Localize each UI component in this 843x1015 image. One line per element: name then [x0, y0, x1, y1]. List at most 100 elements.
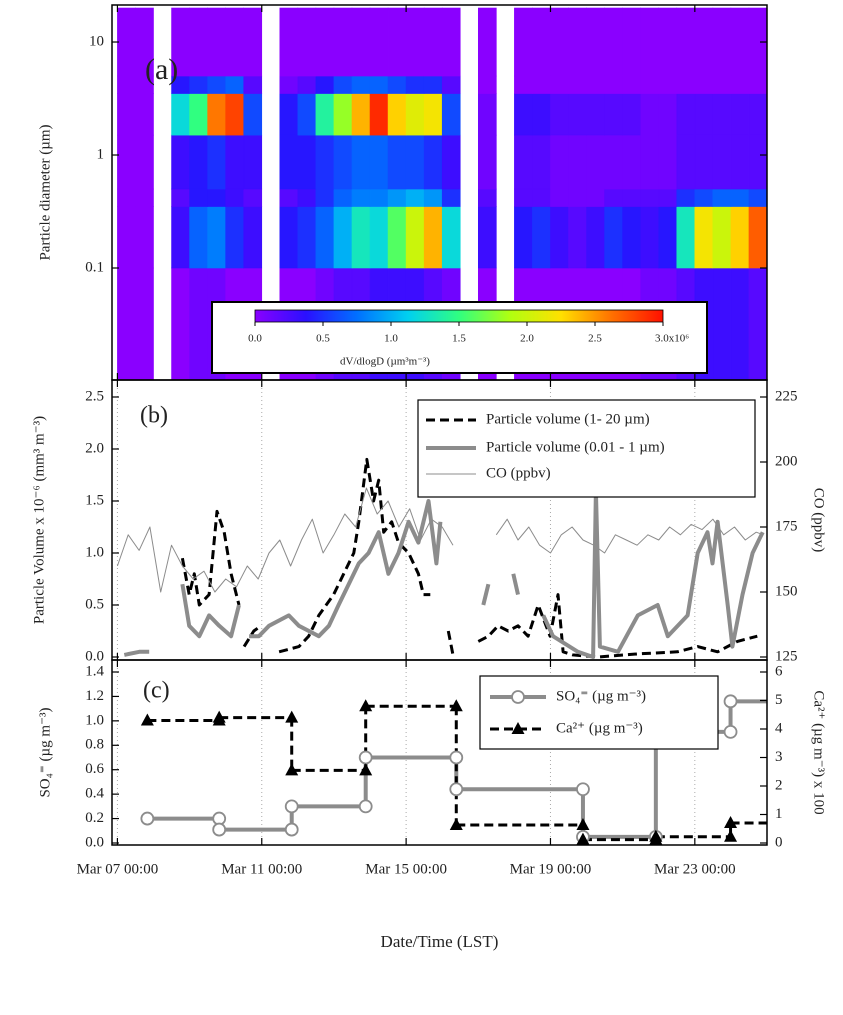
marker [284, 799, 299, 814]
heat-cell [297, 206, 317, 269]
y-axis-label: Particle Volume x 10⁻⁶ (mm³ m⁻³) [31, 416, 47, 624]
heat-cell [207, 188, 226, 207]
heat-cell [405, 206, 425, 269]
heat-cell [171, 206, 190, 269]
heat-cell [189, 188, 208, 207]
heat-cell [712, 134, 732, 190]
heat-cell [279, 75, 299, 94]
heat-cell [514, 75, 533, 94]
y-tick-label: 0.6 [85, 761, 104, 777]
y2-tick-label: 0 [775, 834, 783, 850]
heat-cell [514, 188, 533, 207]
y2-tick-label: 5 [775, 692, 783, 708]
colorbar-tick-label: 2.5 [588, 333, 602, 345]
marker [284, 822, 299, 837]
heat-cell [730, 134, 750, 190]
heat-cell [477, 134, 497, 190]
heat-cell [135, 267, 154, 380]
heat-cell [477, 93, 497, 136]
heat-cell [369, 93, 389, 136]
heat-cell [423, 206, 443, 269]
y-tick-label: 2.5 [85, 388, 104, 404]
heat-cell [333, 188, 353, 207]
heat-cell [568, 188, 587, 207]
y-tick-label: 0.8 [85, 737, 104, 753]
heat-cell [748, 267, 767, 380]
heat-cell [532, 7, 551, 77]
marker [724, 816, 738, 829]
heat-cell [189, 134, 208, 190]
heat-cell [441, 188, 461, 207]
marker [359, 763, 373, 776]
heat-cell [117, 188, 136, 207]
heat-cell [712, 188, 732, 207]
legend-label: SO₄⁼ (µg m⁻³) [556, 688, 646, 704]
y-tick-label: 1.2 [85, 688, 104, 704]
heat-cell [387, 206, 407, 269]
heat-cell [171, 134, 190, 190]
heat-cell [712, 206, 732, 269]
heat-cell [586, 93, 605, 136]
heat-cell [333, 93, 353, 136]
heat-cell [423, 134, 443, 190]
y2-tick-label: 150 [775, 583, 798, 599]
heat-cell [297, 134, 317, 190]
colorbar-tick-label: 1.0 [384, 333, 398, 345]
colorbar-label: dV/dlogD (µm³m⁻³) [340, 356, 430, 368]
y2-tick-label: 3 [775, 749, 783, 765]
y-tick-label: 0.5 [85, 596, 104, 612]
heat-cell [658, 7, 678, 77]
y-tick-label: 1.5 [85, 492, 104, 508]
y-tick-label: 1.4 [85, 663, 104, 679]
heat-cell [658, 206, 678, 269]
heat-cell [171, 93, 190, 136]
heat-cell [351, 134, 371, 190]
marker [140, 811, 155, 826]
marker [649, 829, 663, 842]
heat-cell [568, 206, 587, 269]
marker [449, 699, 463, 712]
heat-cell [279, 134, 299, 190]
heat-cell [333, 7, 353, 77]
marker [724, 829, 738, 842]
heat-cell [532, 93, 551, 136]
y2-tick-label: 2 [775, 777, 783, 793]
heat-cell [640, 134, 660, 190]
heat-cell [712, 267, 732, 380]
heat-cell [315, 188, 335, 207]
y-tick-label: 0.2 [85, 810, 104, 826]
y2-axis-label: Ca²⁺ (µg m⁻³) x 100 [811, 690, 827, 814]
heat-cell [387, 7, 407, 77]
heat-cell [351, 188, 371, 207]
heat-cell [748, 93, 767, 136]
heat-cell [568, 75, 587, 94]
x-tick-label: Mar 19 00:00 [510, 861, 592, 877]
heat-cell [676, 206, 696, 269]
marker [576, 782, 590, 797]
legend-label: CO (ppbv) [486, 465, 551, 481]
marker [358, 750, 373, 765]
heat-cell [297, 93, 317, 136]
heat-cell [117, 75, 136, 94]
heat-cell [550, 134, 569, 190]
colorbar [254, 309, 664, 323]
heat-cell [243, 134, 263, 190]
heat-cell [243, 93, 263, 136]
x-axis-label: Date/Time (LST) [381, 932, 499, 951]
y-tick-label: 0.4 [85, 786, 104, 802]
heat-cell [297, 75, 317, 94]
heat-cell [225, 134, 245, 190]
heat-cell [604, 134, 623, 190]
heat-cell [550, 7, 569, 77]
heat-cell [315, 206, 335, 269]
heat-cell [640, 188, 660, 207]
marker [511, 722, 525, 734]
heat-cell [279, 93, 299, 136]
heat-cell [225, 206, 245, 269]
y-tick-label: 1 [97, 146, 105, 162]
heat-cell [514, 93, 533, 136]
heat-cell [550, 206, 569, 269]
heat-cell [514, 206, 533, 269]
